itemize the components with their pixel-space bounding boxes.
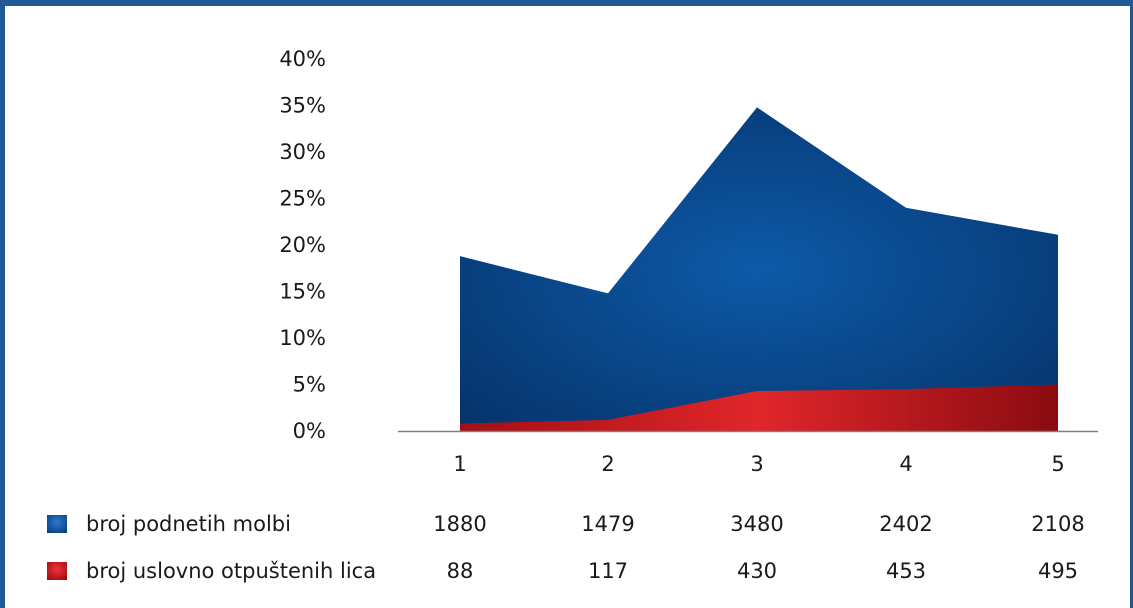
legend-label: broj podnetih molbi xyxy=(86,512,291,536)
legend-swatch xyxy=(47,515,67,533)
y-tick-label: 30% xyxy=(279,140,326,164)
x-tick-label: 3 xyxy=(750,452,763,476)
area-series-molbi xyxy=(460,107,1058,432)
table-cell: 495 xyxy=(1038,559,1078,583)
y-tick-label: 10% xyxy=(279,326,326,350)
x-tick-label: 2 xyxy=(601,452,614,476)
table-cell: 2402 xyxy=(879,512,932,536)
y-tick-label: 40% xyxy=(279,47,326,71)
legend-label: broj uslovno otpuštenih lica xyxy=(86,559,376,583)
area-series-otpusteni xyxy=(460,384,1058,431)
table-cell: 453 xyxy=(886,559,926,583)
x-tick-label: 5 xyxy=(1051,452,1064,476)
y-tick-label: 15% xyxy=(279,280,326,304)
y-axis-tick-labels: 0% 5% 10% 15% 20% 25% 30% 35% 40% xyxy=(279,47,326,443)
x-tick-label: 1 xyxy=(453,452,466,476)
table-cell: 1479 xyxy=(581,512,634,536)
legend-swatch xyxy=(47,562,67,580)
y-tick-label: 25% xyxy=(279,187,326,211)
table-cell: 88 xyxy=(447,559,474,583)
x-tick-label: 4 xyxy=(899,452,912,476)
table-cell: 3480 xyxy=(730,512,783,536)
x-axis-category-labels: 1 2 3 4 5 xyxy=(453,452,1064,476)
data-table: broj podnetih molbi 1880 1479 3480 2402 2108 b… xyxy=(47,512,1085,583)
y-tick-label: 5% xyxy=(293,373,326,397)
y-tick-label: 20% xyxy=(279,233,326,257)
y-tick-label: 35% xyxy=(279,94,326,118)
y-tick-label: 0% xyxy=(293,419,326,443)
table-cell: 430 xyxy=(737,559,777,583)
table-cell: 1880 xyxy=(433,512,486,536)
table-cell: 2108 xyxy=(1031,512,1084,536)
table-cell: 117 xyxy=(588,559,628,583)
plot-areas xyxy=(460,107,1058,432)
